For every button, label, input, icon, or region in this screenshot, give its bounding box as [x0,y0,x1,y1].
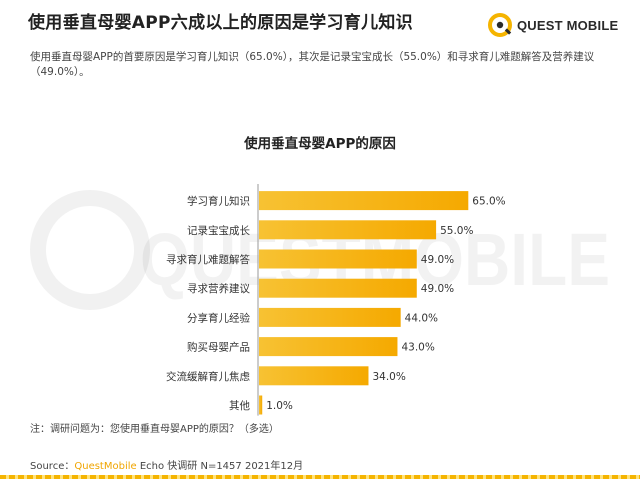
category-label: 交流缓解育儿焦虑 [166,370,250,383]
category-label: 其他 [229,399,250,412]
summary-text: 使用垂直母婴APP的首要原因是学习育儿知识（65.0%），其次是记录宝宝成长（5… [30,51,595,78]
category-label: 寻求育儿难题解答 [166,253,250,266]
source-brand: QuestMobile [74,461,137,472]
value-label: 49.0% [421,254,454,266]
value-label: 1.0% [266,400,293,412]
value-label: 43.0% [401,342,434,354]
value-label: 34.0% [372,371,405,383]
bar [259,337,398,357]
bar [259,191,469,211]
page-title: 使用垂直母婴APP六成以上的原因是学习育儿知识 [28,13,413,33]
footnote: 注：调研问题为：您使用垂直母婴APP的原因？（多选） [30,424,279,435]
bar [259,307,401,327]
value-label: 55.0% [440,225,473,237]
source-line: Source：QuestMobile Echo 快调研 N=1457 2021年… [30,457,303,472]
bar [259,366,369,386]
bottom-decoration-strip [0,475,640,479]
chart-title: 使用垂直母婴APP的原因 [244,136,396,152]
category-label: 购买母婴产品 [187,341,250,354]
value-label: 44.0% [405,312,438,324]
category-label: 分享育儿经验 [187,311,250,324]
category-label: 记录宝宝成长 [187,224,250,237]
brand-logo-icon [488,13,512,37]
value-label: 65.0% [472,196,505,208]
source-prefix: Source： [30,461,75,472]
brand-name: QUEST MOBILE [517,17,619,33]
bar [259,220,437,240]
category-label: 寻求营养建议 [187,282,250,295]
value-label: 49.0% [421,283,454,295]
bar [259,278,417,298]
brand-logo: QUEST MOBILE [487,12,618,38]
bar [259,249,417,269]
source-detail: Echo 快调研 N=1457 2021年12月 [136,461,304,472]
bar [259,395,263,415]
category-label: 学习育儿知识 [187,195,250,208]
